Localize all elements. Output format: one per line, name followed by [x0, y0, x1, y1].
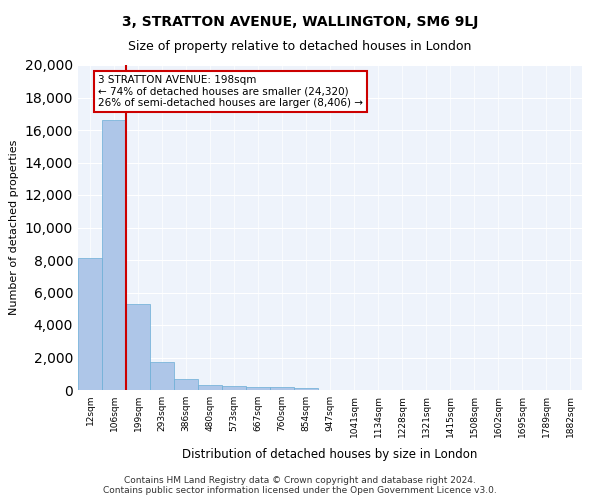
Bar	[174, 378, 198, 390]
Text: 3, STRATTON AVENUE, WALLINGTON, SM6 9LJ: 3, STRATTON AVENUE, WALLINGTON, SM6 9LJ	[122, 15, 478, 29]
Bar	[198, 385, 222, 390]
Bar	[126, 304, 150, 390]
Bar	[222, 386, 246, 390]
Text: Size of property relative to detached houses in London: Size of property relative to detached ho…	[128, 40, 472, 53]
Bar	[270, 387, 294, 390]
X-axis label: Distribution of detached houses by size in London: Distribution of detached houses by size …	[182, 448, 478, 461]
Text: 3 STRATTON AVENUE: 198sqm
← 74% of detached houses are smaller (24,320)
26% of s: 3 STRATTON AVENUE: 198sqm ← 74% of detac…	[98, 74, 363, 108]
Bar	[78, 258, 102, 390]
Bar	[102, 120, 126, 390]
Y-axis label: Number of detached properties: Number of detached properties	[9, 140, 19, 315]
Bar	[294, 388, 318, 390]
Bar	[150, 362, 174, 390]
Text: Contains HM Land Registry data © Crown copyright and database right 2024.
Contai: Contains HM Land Registry data © Crown c…	[103, 476, 497, 495]
Bar	[246, 386, 270, 390]
